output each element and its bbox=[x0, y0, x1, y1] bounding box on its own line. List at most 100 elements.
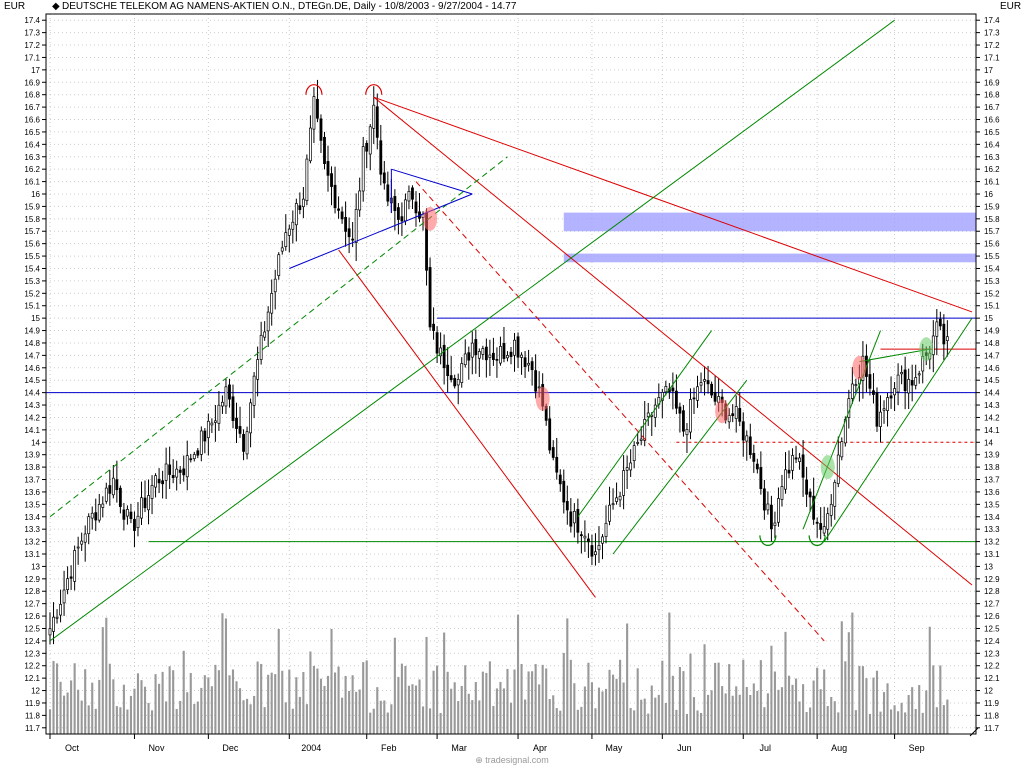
volume-bar bbox=[393, 637, 396, 734]
candle-body bbox=[168, 464, 172, 475]
candle-body bbox=[551, 447, 555, 458]
volume-bar bbox=[288, 669, 291, 734]
volume-bar bbox=[80, 700, 83, 734]
candle-body bbox=[319, 118, 323, 141]
volume-bar bbox=[692, 697, 696, 734]
candle-body bbox=[910, 380, 914, 386]
volume-bar bbox=[63, 695, 66, 734]
candle-body bbox=[316, 98, 319, 119]
volume-bar bbox=[235, 681, 238, 734]
volume-bar bbox=[214, 664, 217, 734]
left-tick-label: 15.3 bbox=[24, 277, 40, 286]
candle-body bbox=[495, 359, 499, 361]
candle-body bbox=[213, 420, 217, 423]
candle-body bbox=[850, 383, 854, 399]
volume-bar bbox=[267, 674, 270, 734]
trend-line bbox=[373, 96, 973, 586]
pattern-arc bbox=[808, 535, 826, 546]
volume-bar bbox=[833, 701, 836, 734]
right-tick-label: 14.8 bbox=[984, 339, 1000, 348]
volume-bar bbox=[668, 612, 671, 734]
candle-body bbox=[368, 126, 372, 155]
volume-bar bbox=[217, 670, 220, 734]
candle-body bbox=[164, 463, 168, 481]
candle-body bbox=[854, 384, 858, 386]
candle-body bbox=[76, 546, 80, 549]
candle-body bbox=[118, 487, 122, 507]
candle-body bbox=[277, 254, 281, 276]
volume-bar bbox=[520, 663, 523, 734]
candle-body bbox=[787, 469, 791, 474]
right-tick-label: 13.4 bbox=[984, 513, 1000, 522]
candle-body bbox=[583, 535, 587, 539]
left-tick-label: 16.4 bbox=[24, 140, 40, 149]
volume-bar bbox=[661, 660, 664, 734]
volume-bar bbox=[231, 669, 235, 734]
volume-bar bbox=[404, 665, 407, 734]
trend-line bbox=[859, 348, 930, 363]
candle-body bbox=[509, 351, 513, 357]
volume-bar bbox=[794, 678, 798, 734]
volume-bar bbox=[242, 700, 245, 734]
collapse-icon[interactable]: ◆ bbox=[52, 1, 60, 12]
volume-bar bbox=[791, 684, 794, 734]
candle-body bbox=[48, 628, 52, 636]
right-tick-label: 14.6 bbox=[984, 364, 1000, 373]
candle-body bbox=[52, 616, 55, 632]
volume-bar bbox=[91, 682, 94, 734]
candle-body bbox=[104, 487, 108, 502]
volume-bar bbox=[379, 700, 382, 734]
volume-bar bbox=[369, 712, 372, 734]
volume-bar bbox=[640, 699, 643, 734]
volume-bar bbox=[840, 621, 843, 734]
right-tick-label: 14.1 bbox=[984, 426, 1000, 435]
volume-bar bbox=[573, 683, 576, 734]
candle-body bbox=[115, 479, 119, 491]
candle-body bbox=[161, 480, 165, 485]
candle-body bbox=[235, 417, 238, 429]
candle-body bbox=[523, 357, 527, 367]
candle-body bbox=[829, 503, 833, 516]
candle-body bbox=[312, 96, 316, 130]
candle-body bbox=[893, 388, 896, 396]
right-tick-label: 12.2 bbox=[984, 662, 1000, 671]
volume-bar bbox=[337, 666, 340, 734]
volume-bar bbox=[319, 678, 323, 734]
volume-bar bbox=[611, 674, 615, 734]
candle-body bbox=[157, 478, 161, 484]
candle-body bbox=[703, 379, 706, 382]
right-tick-label: 12.5 bbox=[984, 624, 1000, 633]
volume-bar bbox=[256, 661, 259, 734]
candle-body bbox=[808, 491, 812, 498]
volume-bar bbox=[928, 626, 931, 734]
volume-bar bbox=[682, 671, 685, 734]
right-tick-label: 12 bbox=[984, 687, 993, 696]
volume-bar bbox=[826, 706, 829, 734]
volume-bar bbox=[253, 695, 256, 734]
volume-bar bbox=[886, 683, 889, 734]
candle-body bbox=[375, 106, 379, 138]
volume-bar bbox=[633, 710, 636, 734]
volume-bar bbox=[175, 708, 178, 734]
volume-bar bbox=[263, 707, 266, 734]
volume-bar bbox=[316, 668, 319, 734]
candle-body bbox=[780, 486, 784, 500]
candle-body bbox=[136, 515, 140, 528]
volume-bar bbox=[897, 711, 900, 734]
highlight-blob bbox=[715, 399, 730, 424]
left-tick-label: 13.6 bbox=[24, 488, 40, 497]
volume-bar bbox=[844, 661, 847, 734]
currency-right-label: EUR bbox=[1000, 1, 1022, 12]
right-tick-label: 12.9 bbox=[984, 575, 1000, 584]
volume-bar bbox=[654, 697, 657, 734]
volume-bar bbox=[302, 672, 305, 734]
volume-bar bbox=[798, 701, 801, 734]
candle-body bbox=[196, 450, 200, 456]
candle-body bbox=[879, 411, 882, 427]
volume-bar bbox=[284, 702, 287, 734]
candle-body bbox=[97, 504, 101, 521]
right-tick-label: 16.6 bbox=[984, 116, 1000, 125]
volume-bar bbox=[495, 688, 498, 734]
volume-bar bbox=[400, 663, 403, 734]
